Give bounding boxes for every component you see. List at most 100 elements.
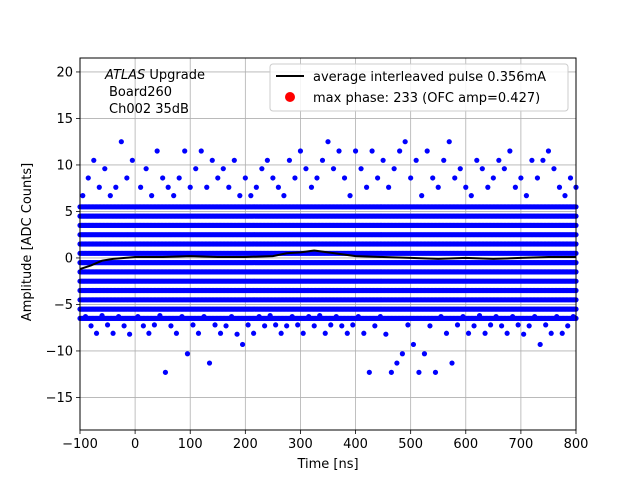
scatter-point (352, 148, 359, 154)
scatter-point (231, 157, 237, 163)
scatter-point (333, 313, 339, 320)
scatter-point (168, 323, 174, 329)
scatter-point (540, 157, 546, 163)
scatter-point (165, 184, 171, 190)
y-tick-label: −5 (54, 298, 73, 313)
y-tick-label: 10 (56, 158, 73, 173)
scatter-point (93, 330, 100, 336)
scatter-point (537, 341, 543, 348)
scatter-point (496, 157, 502, 163)
scatter-point (521, 331, 527, 337)
scatter-point (465, 330, 472, 336)
scatter-point (410, 341, 417, 348)
scatter-point (85, 175, 91, 181)
x-tick-label: 100 (178, 437, 203, 452)
scatter-point (113, 184, 119, 190)
scatter-point (162, 369, 169, 375)
scatter-point (515, 322, 521, 328)
scatter-point (284, 323, 290, 329)
scatter-point (171, 193, 177, 199)
scatter-point (248, 193, 254, 199)
scatter-point (427, 323, 433, 329)
scatter-point (173, 330, 180, 336)
scatter-point (369, 148, 375, 154)
scatter-point (487, 322, 494, 328)
scatter-point (529, 157, 535, 163)
scatter-point (209, 157, 215, 163)
scatter-point (204, 184, 210, 190)
scatter-point (251, 330, 257, 336)
scatter-point (129, 157, 135, 163)
scatter-point (234, 331, 240, 337)
scatter-point (490, 175, 496, 181)
x-tick-label: −100 (62, 437, 98, 452)
scatter-point (104, 322, 111, 328)
scatter-point (237, 193, 243, 199)
scatter-point (102, 166, 108, 172)
scatter-point (408, 175, 414, 181)
x-tick-label: 500 (398, 437, 423, 452)
atlas-text: ATLAS (104, 68, 145, 83)
scatter-point (91, 157, 97, 163)
scatter-point (190, 322, 196, 328)
y-tick-label: 0 (65, 251, 73, 266)
x-tick-label: 800 (564, 437, 589, 452)
scatter-point (253, 184, 259, 190)
scatter-point (297, 148, 304, 154)
y-tick-label: 20 (56, 65, 73, 80)
scatter-point (501, 166, 507, 172)
scatter-point (471, 323, 477, 329)
scatter-point (198, 148, 204, 154)
scatter-point (386, 184, 392, 190)
scatter-point (80, 193, 86, 199)
scatter-point (118, 139, 124, 145)
scatter-point (124, 175, 130, 181)
scatter-point (295, 322, 301, 328)
scatter-point (317, 313, 323, 319)
scatter-point (479, 166, 485, 172)
scatter-point (206, 360, 213, 366)
scatter-point (226, 184, 232, 190)
scatter-point (339, 323, 345, 329)
upgrade-text: Upgrade (145, 68, 205, 83)
scatter-point (476, 313, 483, 319)
scatter-point (397, 148, 403, 154)
scatter-point (452, 175, 458, 181)
scatter-point (151, 322, 157, 328)
annotation-line-3: Ch002 35dB (109, 102, 189, 117)
scatter-point (562, 193, 568, 199)
scatter-point (534, 175, 541, 181)
scatter-point (435, 184, 441, 190)
scatter-point (314, 175, 320, 181)
legend-entry-average-pulse: average interleaved pulse 0.356mA (313, 70, 546, 85)
scatter-point (149, 193, 155, 199)
scatter-point (377, 313, 383, 320)
scatter-point (405, 322, 411, 328)
scatter-point (127, 331, 133, 337)
scatter-point (220, 166, 226, 172)
scatter-point (341, 175, 348, 181)
scatter-point (391, 166, 397, 172)
scatter-point (421, 351, 428, 357)
scatter-point (82, 313, 89, 320)
scatter-point (330, 166, 337, 172)
scatter-point (107, 193, 113, 199)
scatter-point (554, 313, 560, 320)
scatter-point (556, 184, 563, 190)
scatter-point (278, 330, 284, 336)
scatter-point (543, 322, 549, 328)
x-tick-label: 0 (131, 437, 139, 452)
scatter-point (182, 148, 188, 154)
scatter-point (154, 148, 160, 154)
scatter-point (482, 330, 488, 336)
scatter-point (485, 184, 491, 190)
scatter-point (430, 175, 436, 181)
scatter-point (259, 166, 265, 172)
scatter-point (303, 166, 309, 172)
scatter-point (344, 330, 350, 336)
scatter-point (363, 184, 370, 190)
x-tick-label: 700 (508, 437, 533, 452)
scatter-point (507, 148, 513, 154)
scatter-point (457, 166, 463, 172)
